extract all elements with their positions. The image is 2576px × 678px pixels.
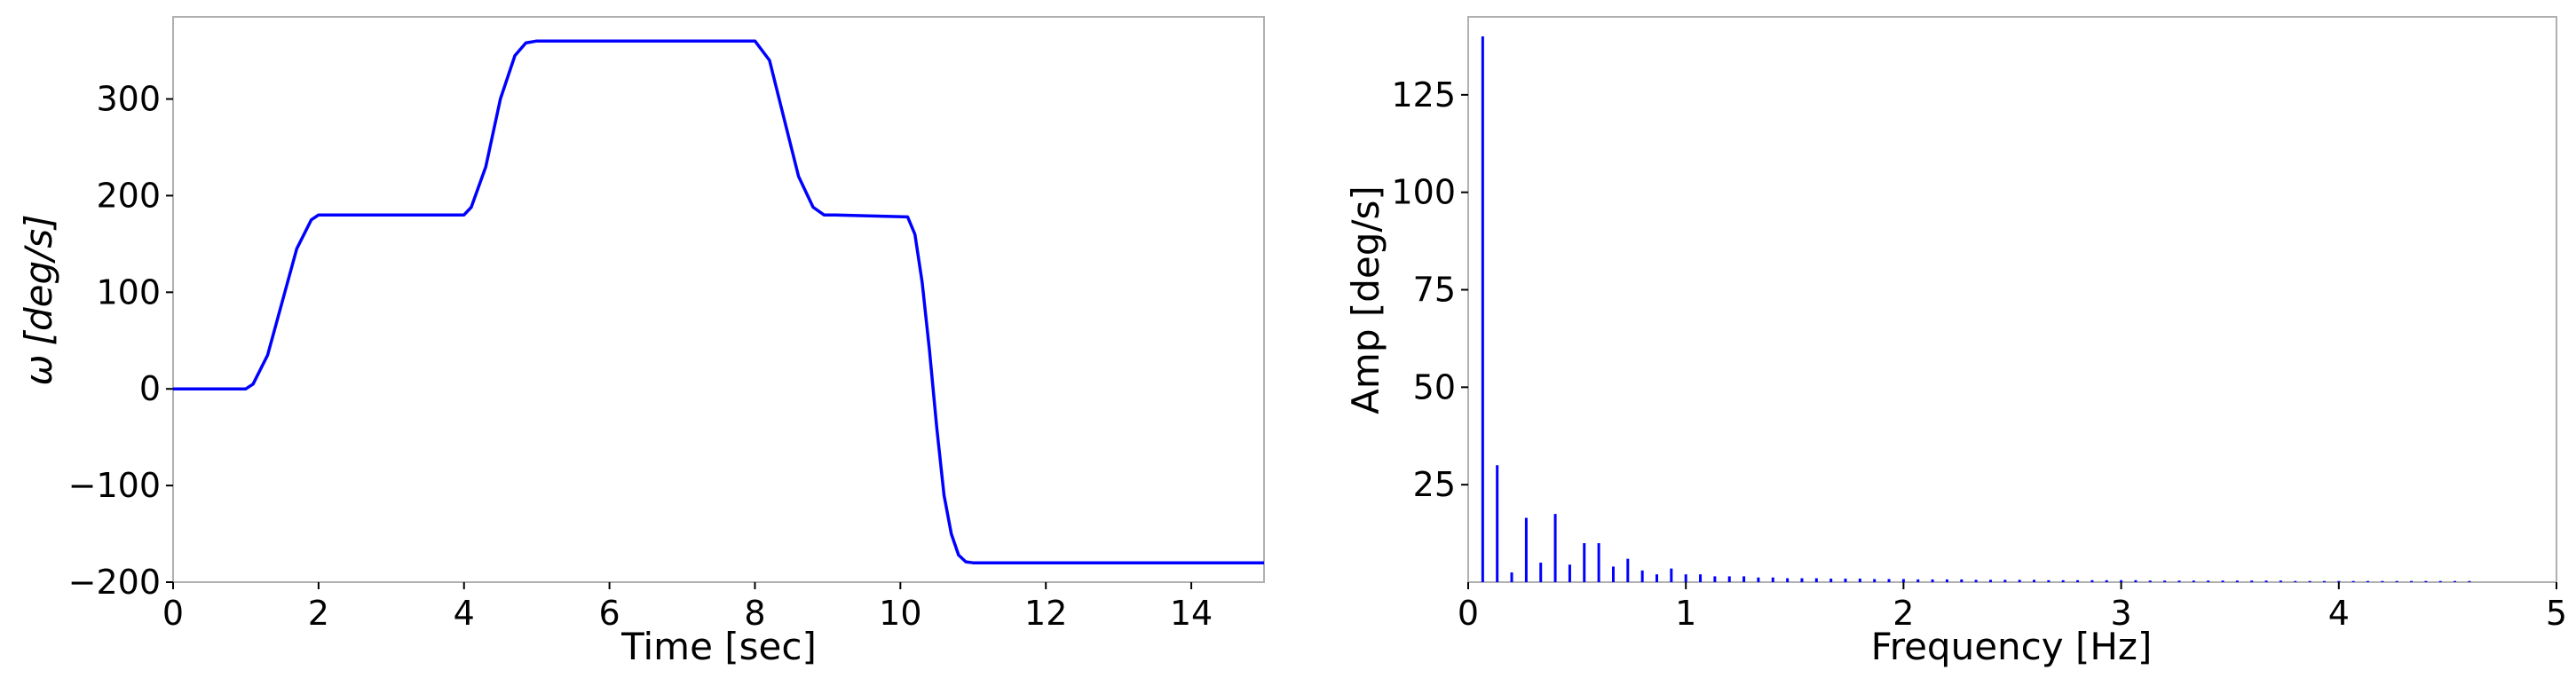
freq-y-tick-label: 75 — [1413, 271, 1456, 310]
freq-x-tick-label: 0 — [1458, 594, 1479, 633]
freq-x-tick-label: 3 — [2111, 594, 2132, 633]
time-x-tick-label: 12 — [1024, 594, 1067, 633]
time-x-tick-label: 8 — [744, 594, 765, 633]
freq-y-tick-label: 125 — [1391, 75, 1456, 114]
time-curve-layer — [173, 39, 1264, 564]
time-y-axis-label: ω [deg/s] — [17, 214, 60, 385]
time-y-tick-label: 200 — [96, 176, 161, 215]
freq-y-ticks: 25 50 75 100 125 — [1391, 75, 1468, 504]
freq-x-ticks: 0 1 2 3 4 5 — [1458, 582, 2567, 633]
freq-y-axis-label: Amp [deg/s] — [1344, 185, 1387, 414]
time-y-tick-label: −100 — [68, 466, 161, 505]
time-x-tick-label: 10 — [879, 594, 921, 633]
freq-y-tick-label: 100 — [1391, 173, 1456, 212]
time-x-tick-label: 6 — [599, 594, 620, 633]
freq-plot-frame — [1467, 16, 2557, 583]
time-y-ticks: −200 −100 0 100 200 300 — [68, 80, 173, 602]
time-x-ticks: 0 2 4 6 8 10 12 14 — [162, 582, 1213, 633]
time-x-tick-label: 2 — [308, 594, 329, 633]
time-plot-frame — [172, 16, 1265, 583]
freq-y-tick-label: 50 — [1413, 367, 1456, 406]
freq-x-tick-label: 4 — [2328, 594, 2350, 633]
freq-x-tick-label: 2 — [1892, 594, 1914, 633]
freq-bar-layer — [1481, 35, 2471, 582]
omega-symbol: ω — [17, 354, 60, 385]
time-y-tick-label: 300 — [96, 80, 161, 119]
time-domain-plot: 0 2 4 6 8 10 12 14 −200 −100 0 100 200 300 Time [sec… — [17, 16, 1265, 668]
omega-series-line — [173, 39, 1264, 564]
time-x-tick-label: 0 — [162, 594, 184, 633]
time-y-tick-label: −200 — [68, 563, 161, 602]
freq-x-tick-label: 1 — [1675, 594, 1696, 633]
freq-y-tick-label: 25 — [1413, 465, 1456, 504]
omega-unit: [deg/s] — [17, 214, 60, 345]
time-x-tick-label: 4 — [454, 594, 475, 633]
freq-x-axis-label: Frequency [Hz] — [1871, 625, 2153, 668]
frequency-domain-plot: 0 1 2 3 4 5 25 50 75 100 125 Frequency [Hz] Amp [… — [1344, 16, 2567, 668]
time-x-tick-label: 14 — [1170, 594, 1213, 633]
time-x-axis-label: Time [sec] — [620, 625, 817, 668]
time-y-tick-label: 100 — [96, 272, 161, 311]
time-y-tick-label: 0 — [139, 369, 161, 408]
freq-x-tick-label: 5 — [2546, 594, 2567, 633]
